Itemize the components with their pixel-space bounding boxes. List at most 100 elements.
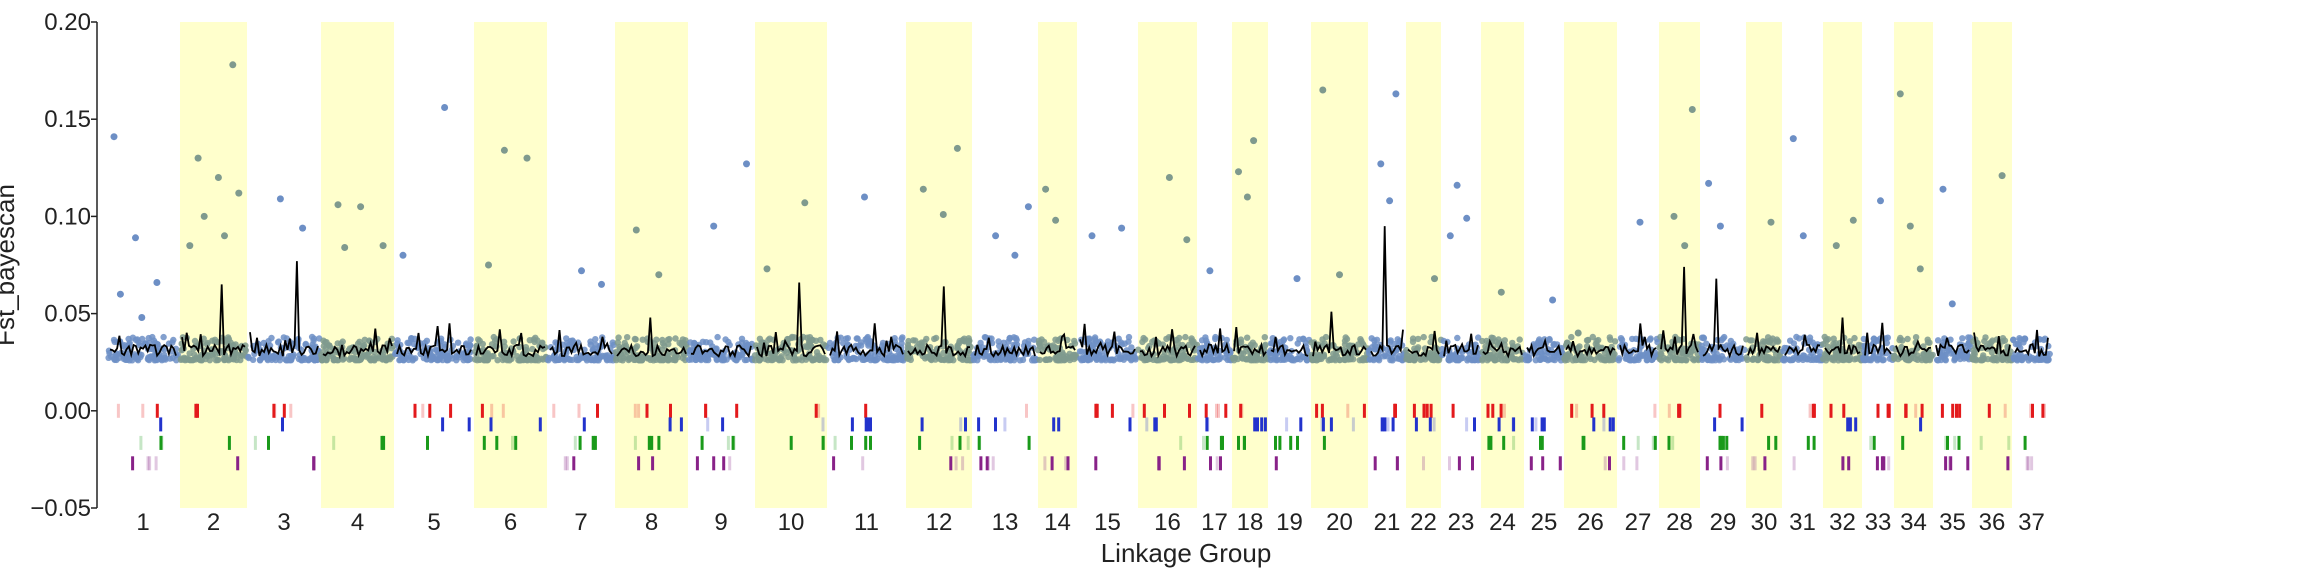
data-point [107,353,115,360]
outlier-point-lg-1 [138,314,146,321]
data-point [910,337,917,344]
data-point [889,357,897,364]
marker-tick-track-3 [1725,435,1729,450]
outlier-point-lg-13 [992,232,1000,240]
data-point [1366,356,1374,363]
data-point [1926,339,1933,346]
marker-tick-track-1 [1025,403,1028,418]
rolling-mean-line-lg-33 [1864,322,1892,356]
data-point [553,356,560,363]
data-point [1874,337,1881,344]
x-tick-label-lg-9: 9 [714,509,727,536]
marker-tick-track-2 [1263,417,1267,432]
marker-tick-track-1 [421,403,425,418]
data-point [454,339,462,346]
marker-tick-track-2 [1602,417,1606,432]
data-point [779,357,786,364]
data-point [500,338,508,345]
marker-tick-track-3 [1296,435,1299,450]
data-point [1790,340,1798,347]
x-tick-label-lg-5: 5 [427,509,440,536]
data-point [465,344,473,351]
y-tick-label: 0.15 [44,106,91,133]
data-point [1757,354,1764,361]
data-point [1308,339,1315,346]
data-point [1300,335,1307,343]
data-point [410,355,417,363]
rolling-mean-line-lg-21 [1370,226,1404,357]
data-point [173,357,180,364]
marker-tick-track-2 [538,417,542,432]
data-point [147,353,155,360]
data-point [1414,335,1422,343]
marker-tick-track-4 [1157,456,1161,471]
data-point [126,341,133,348]
rolling-mean-line-lg-25 [1526,337,1562,359]
marker-tick-track-1 [501,403,505,418]
data-point [899,334,906,341]
marker-tick-track-4 [1457,456,1461,471]
data-point [1163,335,1170,343]
data-point [898,340,905,347]
data-point [166,355,174,362]
marker-tick-track-3 [426,435,429,450]
x-tick-label-lg-11: 11 [854,509,879,536]
marker-tick-track-3 [1179,435,1183,450]
data-point [981,334,989,341]
data-point [181,355,188,363]
data-point [626,354,633,362]
data-point [494,357,501,364]
rolling-mean-line-lg-2 [181,284,246,359]
data-point [1962,353,1970,361]
data-point [245,354,252,362]
data-point [741,356,749,364]
data-point [475,336,482,343]
outlier-point-lg-12 [939,211,947,218]
marker-tick-track-1 [1842,403,1846,418]
data-point [411,335,418,342]
marker-tick-track-4 [949,456,953,471]
data-point [1541,336,1548,343]
marker-tick-track-4 [236,456,240,471]
data-point [203,341,211,348]
data-point [1898,343,1905,351]
marker-tick-track-2 [489,417,493,432]
data-point [897,356,904,363]
data-point [1744,356,1751,363]
data-point [1821,333,1828,341]
data-point [632,336,639,343]
data-point [1749,356,1757,363]
data-point [1196,345,1204,352]
marker-tick-track-3 [1027,435,1031,450]
data-point [602,352,609,359]
marker-tick-track-3 [977,435,981,450]
data-point [326,343,334,351]
rolling-mean-line-lg-16 [1139,329,1196,359]
data-point [150,337,158,344]
data-point [1971,349,1978,356]
data-point [276,354,283,361]
data-point [1277,356,1285,364]
data-point [1820,341,1827,348]
highlight-band-lg-2 [180,22,247,508]
marker-tick-track-2 [1329,417,1333,432]
data-point [323,339,330,346]
data-point [133,353,141,361]
data-point [1516,336,1523,343]
data-point [1846,338,1854,345]
data-point [587,338,594,345]
data-point [394,337,401,344]
marker-tick-track-2 [869,417,872,432]
data-point [1223,336,1231,344]
outlier-point-lg-14 [1052,216,1060,224]
data-point [1479,337,1486,345]
x-tick-label-lg-28: 28 [1666,509,1693,536]
data-point [1055,353,1063,360]
data-point [310,337,317,344]
outlier-point-lg-32 [1832,242,1840,250]
marker-tick-track-3 [1487,435,1491,450]
marker-tick-track-1 [196,403,199,418]
data-point [835,356,842,364]
y-axis-label: Fst_bayescan [0,184,20,346]
x-tick-label-lg-14: 14 [1044,509,1071,536]
